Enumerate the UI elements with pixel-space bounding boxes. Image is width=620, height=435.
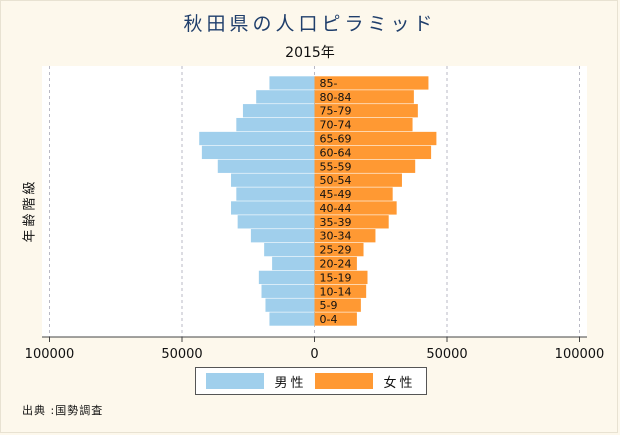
bar-male-60-64: [201, 145, 315, 160]
bar-female-25-29: [314, 242, 364, 257]
x-tick-label-4: 100000: [555, 347, 605, 362]
bar-male-25-29: [264, 242, 315, 257]
age-label-45-49: 45-49: [320, 188, 352, 201]
source-note: 出典 :国勢調査: [22, 404, 104, 417]
bar-female-80-84: [314, 90, 414, 104]
age-label-5-9: 5-9: [320, 299, 338, 312]
age-label-15-19: 15-19: [320, 271, 352, 284]
x-tick-label-1: 50000: [161, 347, 202, 362]
bar-male-10-14: [261, 284, 315, 298]
bar-female-35-39: [314, 215, 389, 229]
legend: 男性 女性: [195, 367, 427, 395]
age-label-25-29: 25-29: [320, 244, 352, 257]
bar-female-40-44: [314, 201, 397, 215]
bar-female-20-24: [314, 256, 357, 271]
x-tick-label-0: 100000: [25, 347, 75, 362]
age-label-40-44: 40-44: [320, 202, 352, 215]
bar-male-40-44: [231, 201, 315, 215]
bar-male-5-9: [265, 298, 315, 312]
age-label-20-24: 20-24: [320, 258, 352, 271]
age-label-10-14: 10-14: [320, 285, 352, 298]
bar-male-0-4: [269, 312, 315, 326]
bar-female-50-54: [314, 173, 402, 187]
age-label-70-74: 70-74: [320, 119, 352, 132]
x-tick-label-2: 0: [310, 347, 318, 362]
bar-male-30-34: [250, 229, 315, 243]
bar-female-65-69: [314, 131, 437, 146]
chart-subtitle: 2015年: [285, 45, 335, 61]
bar-female-15-19: [314, 270, 368, 285]
bar-male-75-79: [242, 104, 315, 118]
bar-female-85-: [314, 76, 429, 90]
bar-female-45-49: [314, 187, 393, 201]
bar-male-80-84: [256, 90, 315, 104]
chart-title: 秋田県の人口ピラミッド: [183, 13, 437, 35]
bar-female-60-64: [314, 145, 432, 160]
bar-male-20-24: [272, 256, 315, 271]
age-label-55-59: 55-59: [320, 160, 352, 173]
legend-label-male: 男性: [274, 375, 307, 391]
age-label-0-4: 0-4: [320, 313, 338, 326]
bar-female-30-34: [314, 229, 376, 243]
bar-female-0-4: [314, 312, 357, 326]
age-label-50-54: 50-54: [320, 174, 352, 187]
age-label-65-69: 65-69: [320, 133, 352, 146]
bar-male-35-39: [237, 215, 315, 229]
age-label-80-84: 80-84: [320, 91, 352, 104]
bar-female-10-14: [314, 284, 367, 298]
age-label-85-: 85-: [320, 77, 338, 90]
age-label-35-39: 35-39: [320, 216, 352, 229]
bar-female-70-74: [314, 117, 413, 132]
age-label-75-79: 75-79: [320, 105, 352, 118]
legend-item-female: 女性: [315, 372, 415, 391]
legend-swatch-male: [206, 373, 265, 389]
legend-label-female: 女性: [383, 375, 416, 391]
x-tick-label-3: 50000: [426, 347, 467, 362]
bar-male-65-69: [199, 131, 315, 146]
bar-male-55-59: [217, 159, 315, 173]
age-label-60-64: 60-64: [320, 146, 352, 159]
legend-item-male: 男性: [206, 372, 306, 391]
bar-male-15-19: [258, 270, 315, 285]
bar-male-70-74: [236, 117, 315, 132]
legend-swatch-female: [315, 373, 374, 389]
bar-female-75-79: [314, 104, 418, 118]
bar-male-45-49: [236, 187, 315, 201]
bar-male-85-: [269, 76, 315, 90]
bar-female-55-59: [314, 159, 416, 173]
age-label-30-34: 30-34: [320, 230, 352, 243]
bar-male-50-54: [231, 173, 315, 187]
bar-female-5-9: [314, 298, 361, 312]
